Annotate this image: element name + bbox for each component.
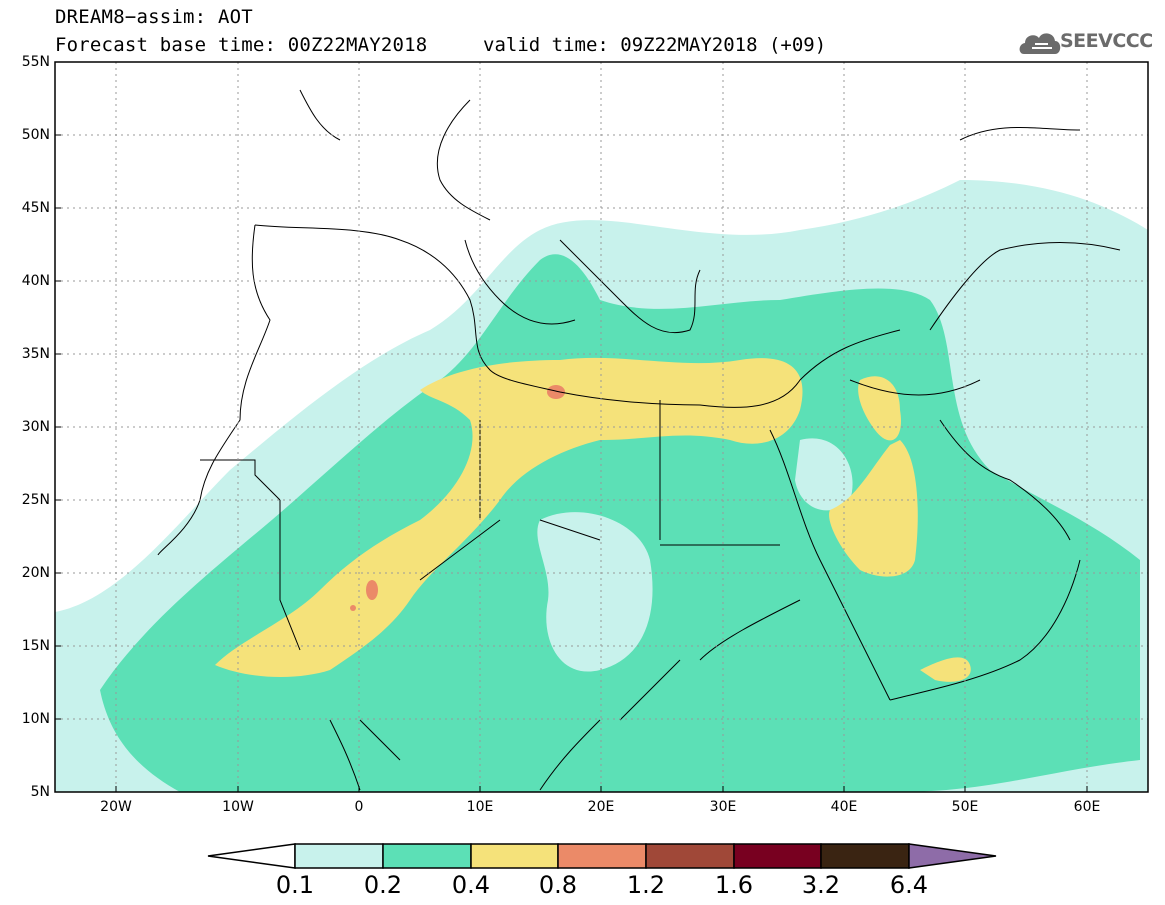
colorbar-label: 3.2 <box>801 871 841 899</box>
lat-label: 5N <box>30 784 50 800</box>
lon-label: 30E <box>709 799 737 815</box>
colorbar-label: 0.4 <box>451 871 491 899</box>
lon-label: 0 <box>354 799 364 815</box>
aot-contour-0.4-arabia <box>829 440 918 577</box>
lat-label: 20N <box>21 565 50 581</box>
colorbar-label: 1.6 <box>714 871 754 899</box>
lat-label: 55N <box>21 54 50 70</box>
map-title: DREAM8−assim: AOT <box>55 6 253 28</box>
aot-contour-0.1-inner <box>795 438 853 511</box>
lat-label: 50N <box>21 127 50 143</box>
aot-contour-0.1-inner <box>537 512 653 672</box>
colorbar-label: 0.1 <box>275 871 315 899</box>
cloud-icon <box>1019 33 1061 54</box>
lat-label: 10N <box>21 711 50 727</box>
valid-time: valid time: 09Z22MAY2018 (+09) <box>483 34 827 56</box>
lon-label: 50E <box>951 799 979 815</box>
lat-label: 35N <box>21 346 50 362</box>
colorbar-label: 6.4 <box>889 871 929 899</box>
axis-ticks <box>55 61 1088 793</box>
aot-contour-0.4-yemen <box>920 657 971 682</box>
lon-label: 20E <box>587 799 615 815</box>
lat-label: 45N <box>21 200 50 216</box>
aot-contour-0.8 <box>366 580 378 600</box>
lat-label: 15N <box>21 638 50 654</box>
colorbar-label: 0.2 <box>363 871 403 899</box>
seevccc-logo: SEEVCCC <box>1060 30 1153 52</box>
lon-label: 40E <box>830 799 858 815</box>
colorbar-label: 1.2 <box>626 871 666 899</box>
lat-label: 30N <box>21 419 50 435</box>
lon-label: 10W <box>222 799 254 815</box>
colorbar-label: 0.8 <box>538 871 578 899</box>
aot-contour-0.8 <box>350 605 356 611</box>
lat-label: 25N <box>21 492 50 508</box>
forecast-base-time: Forecast base time: 00Z22MAY2018 <box>55 34 428 56</box>
aot-contour-0.8 <box>547 385 565 399</box>
lon-label: 20W <box>100 799 132 815</box>
lon-label: 60E <box>1073 799 1101 815</box>
lon-label: 10E <box>466 799 494 815</box>
lat-label: 40N <box>21 273 50 289</box>
graticule <box>55 62 1148 792</box>
aot-contour-0.4 <box>215 357 803 677</box>
